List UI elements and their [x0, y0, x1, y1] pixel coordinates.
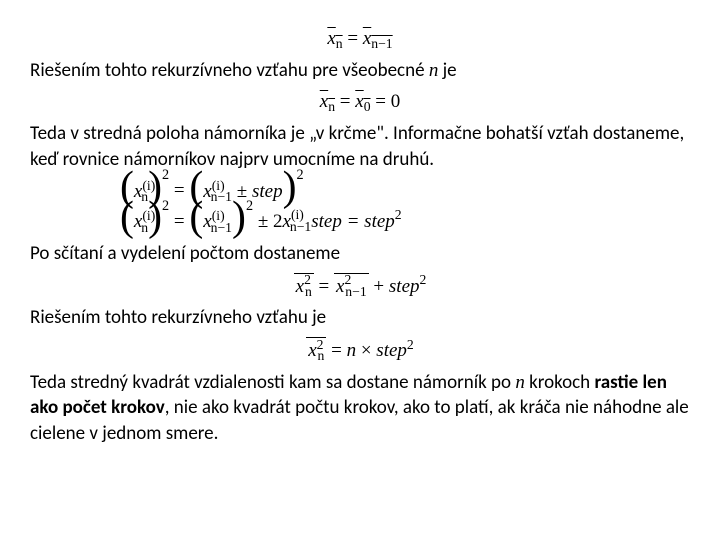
p5-a: Teda stredný kvadrát vzdialenosti kam sa… — [30, 371, 515, 394]
p1-b: je — [438, 59, 456, 82]
eq1-rhs-sub: n−1 — [371, 36, 392, 51]
eq5-step: step — [376, 340, 407, 361]
equation-5: x2n = n × step2 — [30, 337, 690, 364]
eq5-x: x — [308, 340, 316, 361]
eq5-nsub: n — [318, 348, 325, 363]
eq4-step: step — [389, 276, 420, 297]
eq3b-pm: ± — [258, 211, 268, 232]
eq1-rhs-var: x — [363, 28, 371, 49]
eq3b-sq2: 2 — [246, 198, 253, 214]
equation-4: x2n = x2n−1 + step2 — [30, 273, 690, 300]
equation-2: xn = x0 = 0 — [30, 89, 690, 115]
eq4-plus: + — [373, 276, 384, 297]
eq2-l: x — [320, 91, 328, 112]
eq3b-eq: = — [174, 211, 185, 232]
eq2-tail: = 0 — [371, 91, 401, 112]
eq4-sq: 2 — [420, 272, 427, 287]
eq4-nm1: n−1 — [345, 284, 366, 299]
eq3a-step: step — [252, 181, 283, 202]
eq3b-nm1: n−1 — [211, 220, 232, 235]
eq3a-nm1: n−1 — [211, 189, 232, 204]
para-4: Riešením tohto rekurzívneho vzťahu je — [30, 305, 690, 331]
para-3: Po sčítaní a vydelení počtom dostaneme — [30, 241, 690, 267]
eq3a-sq1: 2 — [162, 167, 169, 183]
eq5-sq: 2 — [407, 337, 414, 352]
eq5-nvar: n — [347, 340, 357, 361]
equation-1: xn = xn−1 — [30, 26, 690, 52]
eq1-lhs-var: x — [327, 28, 335, 49]
eq3a-eq: = — [174, 180, 185, 201]
eq3b-sq1: 2 — [162, 198, 169, 214]
p5-b: krokoch — [525, 371, 595, 394]
eq3b-nm1b: n−1 — [290, 219, 311, 234]
eq4-eq: = — [319, 276, 330, 297]
p5-n: n — [515, 372, 525, 393]
eq1-lhs-sub: n — [336, 36, 343, 51]
p1-a: Riešením tohto rekurzívneho vzťahu pre v… — [30, 59, 429, 82]
eq4-x1: x — [296, 276, 304, 297]
eq3a-sq2: 2 — [297, 167, 304, 183]
eq3b-sqlast: 2 — [395, 207, 402, 222]
para-5: Teda stredný kvadrát vzdialenosti kam sa… — [30, 370, 690, 447]
p1-n: n — [429, 60, 439, 81]
eq5-eq: = — [331, 340, 342, 361]
para-1: Riešením tohto rekurzívneho vzťahu pre v… — [30, 58, 690, 84]
eq4-n: n — [305, 284, 312, 299]
eq2-msub: 0 — [364, 99, 371, 114]
eq2-lsub: n — [328, 99, 335, 114]
eq3b-tail: step = step — [311, 211, 395, 232]
eq5-times: × — [361, 340, 372, 361]
eq2-m: x — [355, 91, 363, 112]
equation-3b: (x(i)n)2 = (x(i)n−1)2 ± 2x(i)n−1step = s… — [30, 209, 690, 235]
eq3b-two: 2 — [273, 211, 283, 232]
